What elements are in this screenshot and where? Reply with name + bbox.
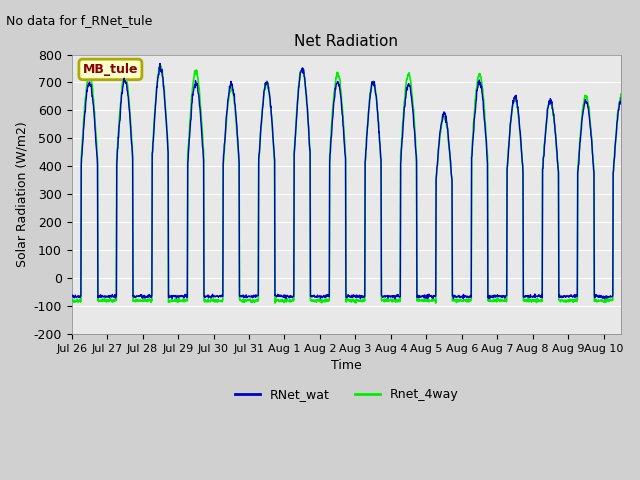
Y-axis label: Solar Radiation (W/m2): Solar Radiation (W/m2) (15, 121, 28, 267)
Title: Net Radiation: Net Radiation (294, 34, 399, 49)
Legend: RNet_wat, Rnet_4way: RNet_wat, Rnet_4way (230, 383, 463, 406)
Text: No data for f_RNet_tule: No data for f_RNet_tule (6, 14, 153, 27)
X-axis label: Time: Time (331, 360, 362, 372)
Text: MB_tule: MB_tule (83, 63, 138, 76)
